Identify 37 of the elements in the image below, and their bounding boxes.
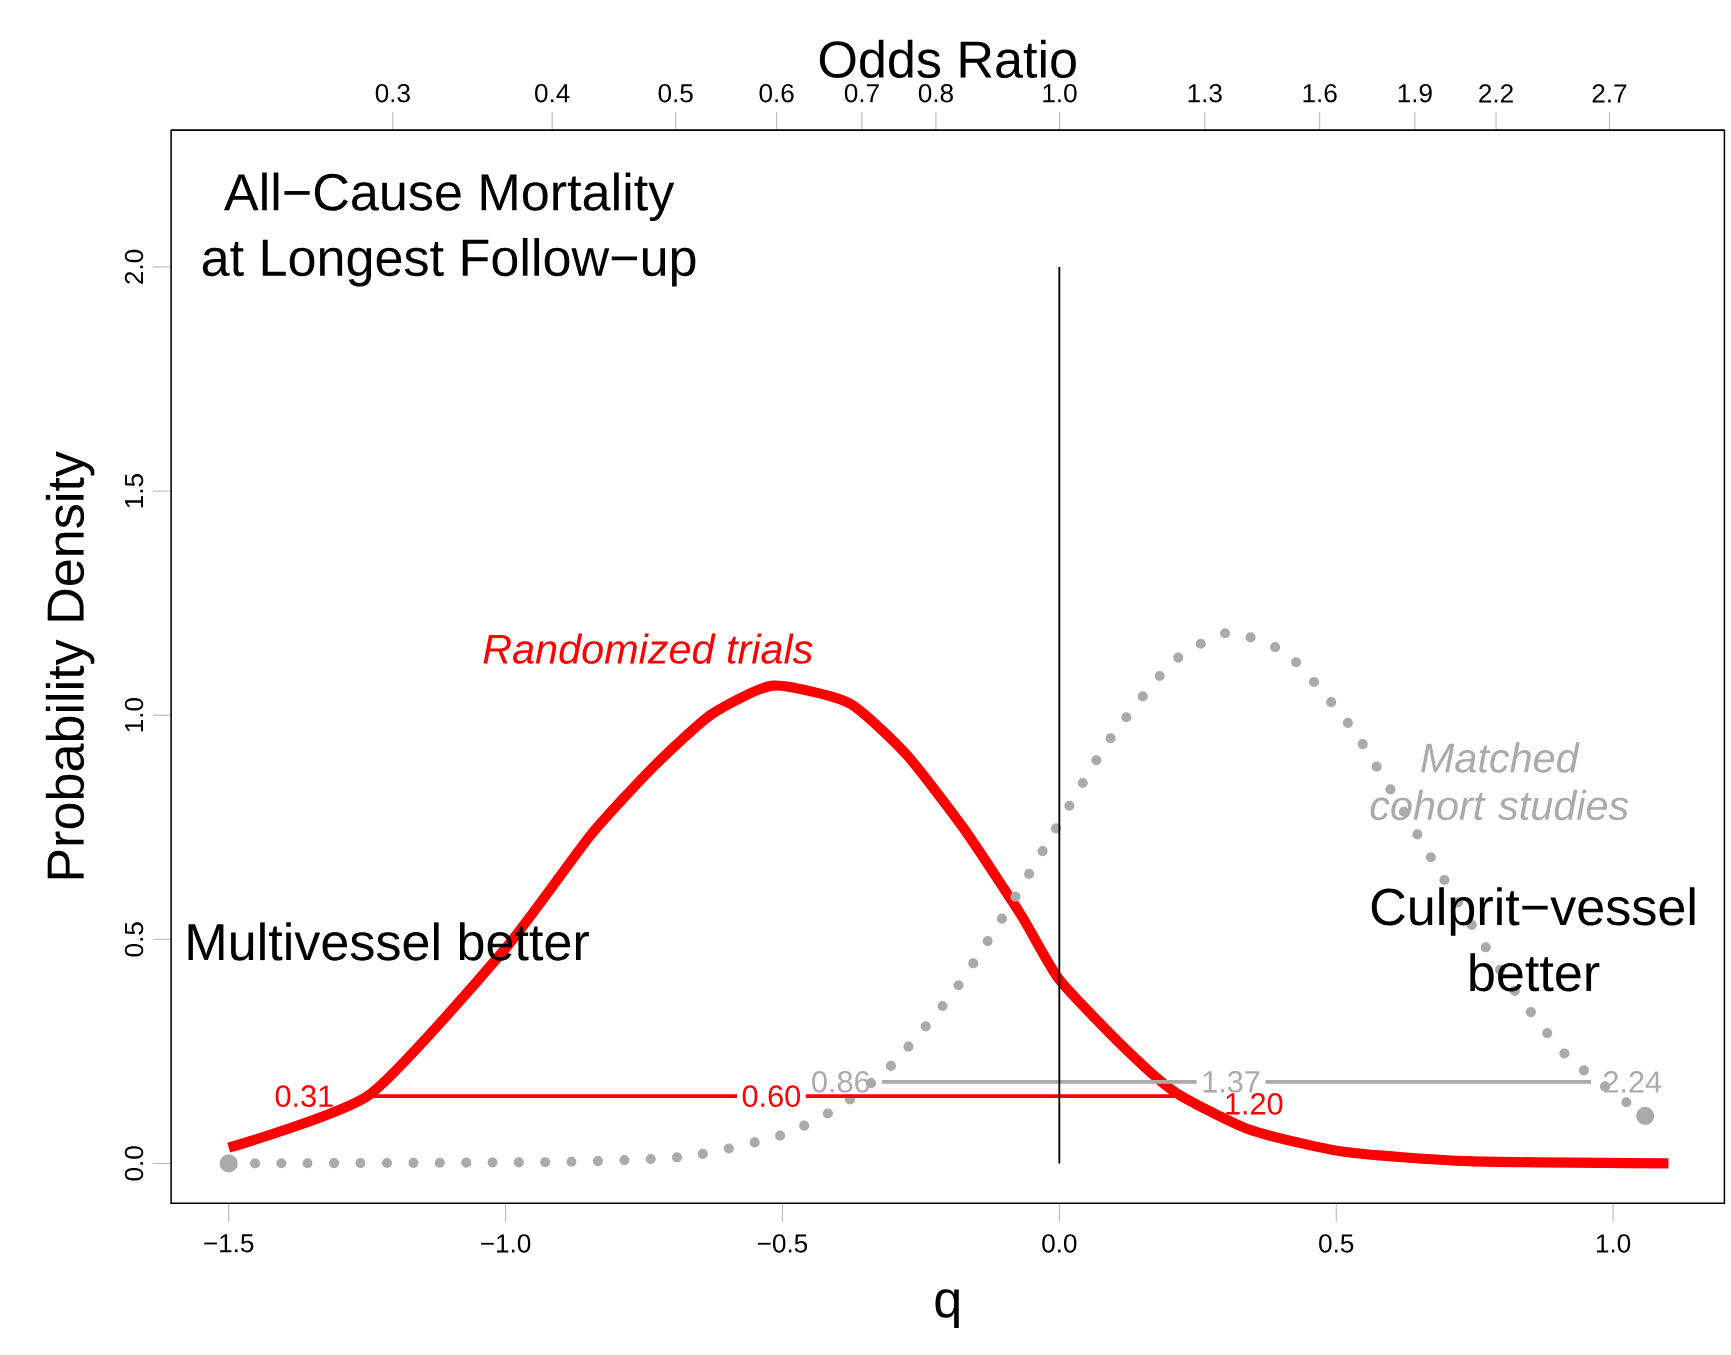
text: at Longest Follow−up — [202, 238, 696, 287]
x2-tick-label: 0.4 — [535, 84, 570, 103]
annotation: 2.24 — [1603, 1071, 1662, 1093]
x-tick-label: 0.5 — [1319, 1234, 1354, 1253]
y-tick-label: 0.5 — [124, 922, 144, 957]
annotation: 1.20 — [1226, 1093, 1283, 1115]
x2-tick-label: 1.6 — [1303, 84, 1337, 103]
y-tick-label: 0.0 — [124, 1146, 144, 1181]
x2-tick-label: 1.9 — [1398, 84, 1432, 103]
x2-tick-label: 0.5 — [658, 84, 693, 103]
x-tick-label: −0.5 — [758, 1234, 808, 1253]
x2-tick-label: 2.7 — [1592, 84, 1627, 103]
series-label: Matched cohort studies — [1370, 742, 1629, 821]
x-tick-label: 1.0 — [1596, 1234, 1631, 1253]
x-tick-label: −1.0 — [481, 1234, 531, 1253]
annotation: 0.31 — [275, 1085, 333, 1108]
x-tick-label: 0.0 — [1042, 1234, 1077, 1253]
y-tick-label: 1.0 — [124, 698, 144, 732]
annotation: 1.37 — [1203, 1071, 1260, 1093]
x2-tick-label: 0.6 — [759, 84, 794, 103]
y-tick-label: 2.0 — [124, 250, 144, 284]
x2-axis-title: Odds Ratio — [819, 40, 1076, 79]
x-tick-label: −1.5 — [204, 1234, 254, 1253]
y-axis-title: Probability Density — [45, 451, 95, 879]
x2-tick-label: 0.8 — [918, 84, 953, 103]
x-axis-title: q — [935, 1289, 959, 1329]
annotation: 0.86 — [812, 1071, 870, 1093]
x2-tick-label: 1.3 — [1188, 84, 1222, 103]
annotation: 0.60 — [742, 1085, 801, 1108]
x2-tick-label: 0.7 — [844, 84, 879, 103]
series-label: Randomized trials — [483, 633, 813, 665]
annotation: Culprit−vessel better — [1371, 887, 1695, 992]
x2-tick-label: 2.2 — [1479, 84, 1513, 103]
y-tick-label: 1.5 — [125, 474, 144, 508]
x2-tick-label: 0.3 — [375, 84, 410, 103]
x2-tick-label: 1.0 — [1043, 84, 1077, 103]
text: All−Cause Mortality — [224, 172, 675, 222]
